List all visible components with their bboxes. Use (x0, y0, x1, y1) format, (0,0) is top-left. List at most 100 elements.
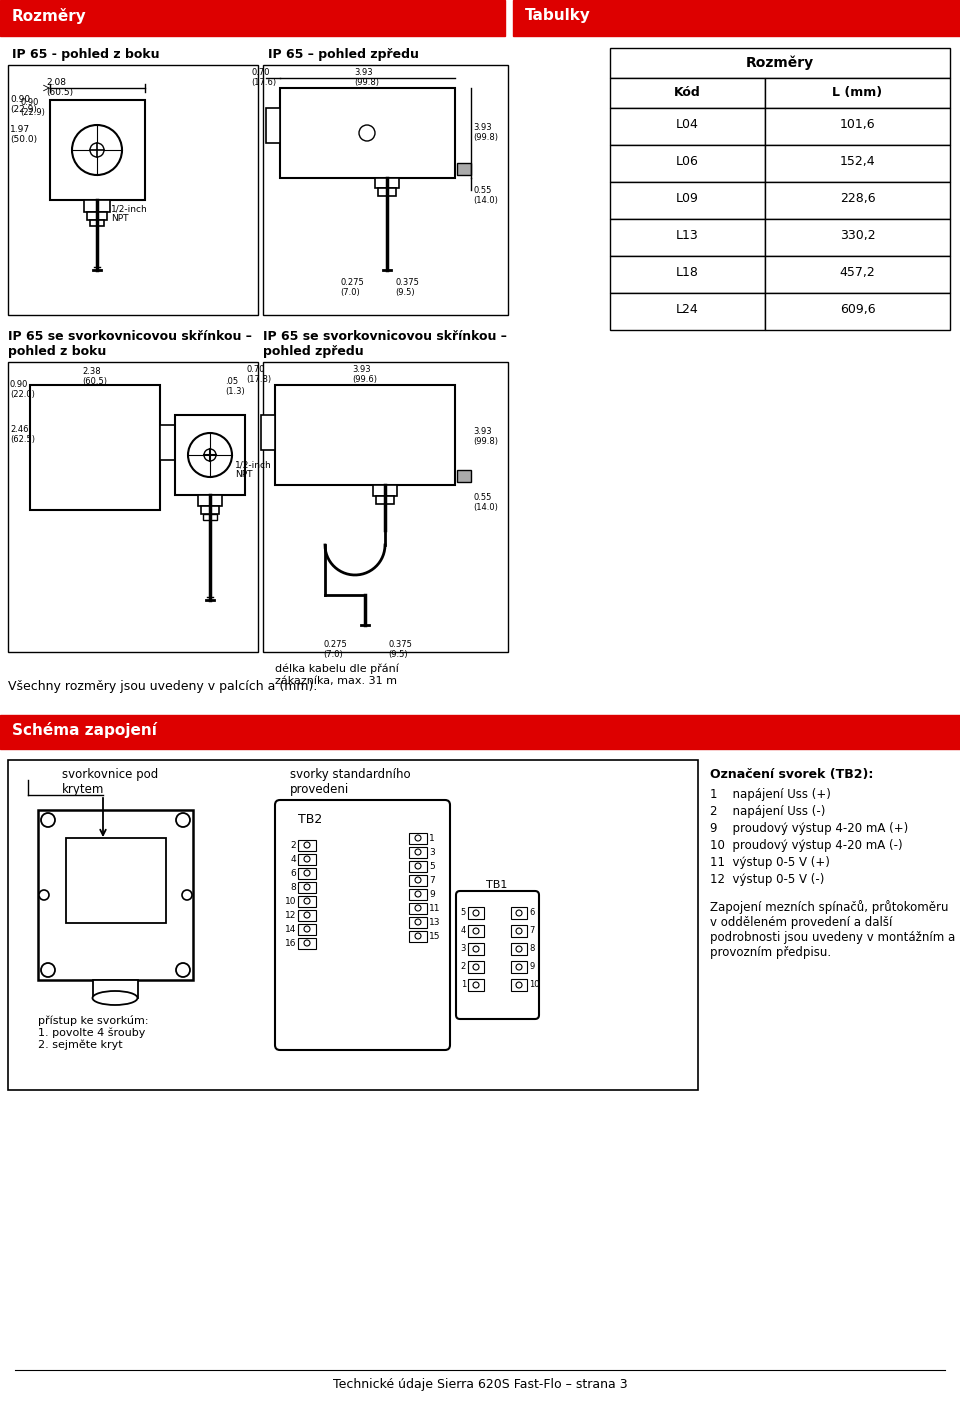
Bar (409, 875, 427, 886)
Bar (280, 88, 455, 179)
Text: 12: 12 (284, 910, 296, 920)
Bar (203, 513, 217, 520)
Text: 5: 5 (429, 862, 435, 871)
Circle shape (304, 842, 310, 848)
Circle shape (415, 891, 421, 898)
Bar (511, 908, 527, 919)
Bar (409, 932, 427, 942)
Bar (468, 943, 484, 954)
Bar (610, 182, 765, 218)
Text: Schéma zapojení: Schéma zapojení (12, 722, 156, 737)
Circle shape (516, 910, 522, 916)
Circle shape (473, 910, 479, 916)
Bar (765, 182, 950, 218)
Text: 7: 7 (429, 876, 435, 885)
Text: TB1: TB1 (487, 881, 508, 891)
Bar (409, 889, 427, 900)
Bar (468, 908, 484, 919)
Text: 457,2: 457,2 (840, 267, 876, 279)
Text: Všechny rozměry jsou uvedeny v palcích a (mm).: Všechny rozměry jsou uvedeny v palcích a… (8, 681, 318, 693)
Bar (0, 715, 960, 749)
Bar (266, 108, 280, 143)
Text: 1: 1 (461, 980, 466, 988)
Bar (409, 832, 427, 844)
Text: 12  výstup 0-5 V (-): 12 výstup 0-5 V (-) (710, 873, 825, 886)
Circle shape (304, 940, 310, 946)
Text: IP 65 se svorkovnicovou skřínkou –: IP 65 se svorkovnicovou skřínkou – (263, 330, 507, 343)
Bar (610, 218, 765, 257)
Bar (765, 294, 950, 330)
Text: 13: 13 (429, 917, 441, 927)
Text: 3.93
(99.6): 3.93 (99.6) (352, 364, 377, 384)
Bar (765, 78, 950, 108)
Circle shape (415, 905, 421, 910)
Ellipse shape (92, 991, 137, 1005)
Bar (457, 469, 471, 482)
Bar (610, 145, 765, 182)
Bar (610, 48, 950, 78)
Bar (298, 854, 316, 865)
Bar (261, 415, 275, 450)
Text: L13: L13 (676, 228, 699, 242)
Text: Označení svorek (TB2):: Označení svorek (TB2): (710, 769, 874, 781)
Bar (409, 917, 427, 927)
Text: 2: 2 (461, 961, 466, 971)
Text: svorkovnice pod
krytem: svorkovnice pod krytem (61, 769, 158, 795)
Bar (375, 179, 399, 189)
Circle shape (359, 125, 375, 140)
Text: Rozměry: Rozměry (746, 55, 814, 69)
Text: 228,6: 228,6 (840, 191, 876, 206)
Bar (610, 108, 765, 145)
Bar (376, 496, 394, 503)
Bar (468, 961, 484, 973)
Bar (263, 65, 508, 315)
Text: L24: L24 (676, 303, 699, 316)
Text: Rozměry: Rozměry (12, 9, 86, 24)
Circle shape (41, 963, 55, 977)
Bar (201, 506, 219, 513)
Bar (298, 925, 316, 934)
Text: IP 65 se svorkovnicovou skřínkou –: IP 65 se svorkovnicovou skřínkou – (8, 330, 252, 343)
Text: 9: 9 (429, 891, 435, 899)
Bar (409, 847, 427, 858)
Text: IP 65 – pohled zpředu: IP 65 – pohled zpředu (268, 48, 419, 61)
Text: 0.275
(7.0): 0.275 (7.0) (324, 640, 347, 659)
Text: Zapojení mezních spínačů, průtokoměru
v odděleném provedení a další
podrobnosti : Zapojení mezních spínačů, průtokoměru v … (710, 900, 955, 959)
Text: 10: 10 (529, 980, 540, 988)
Circle shape (516, 946, 522, 951)
Bar (409, 903, 427, 915)
Text: 330,2: 330,2 (840, 228, 876, 242)
Text: 2.08
(60.5): 2.08 (60.5) (46, 78, 74, 98)
Text: 10: 10 (284, 898, 296, 906)
Bar (30, 386, 160, 510)
FancyBboxPatch shape (456, 891, 539, 1020)
Text: 0.55
(14.0): 0.55 (14.0) (473, 186, 498, 206)
Text: délka kabelu dle přání
zákazníka, max. 31 m: délka kabelu dle přání zákazníka, max. 3… (275, 664, 398, 686)
Text: .05
(1.3): .05 (1.3) (226, 377, 245, 397)
Bar (513, 0, 960, 35)
Text: 609,6: 609,6 (840, 303, 876, 316)
Circle shape (39, 891, 49, 900)
Bar (298, 882, 316, 893)
Text: 0.275
(7.0): 0.275 (7.0) (340, 278, 364, 298)
Text: L06: L06 (676, 155, 699, 167)
Bar (93, 980, 138, 998)
Bar (198, 495, 222, 506)
Text: 11: 11 (429, 905, 441, 913)
Text: 3.93
(99.8): 3.93 (99.8) (354, 68, 379, 88)
Bar (468, 925, 484, 937)
Bar (298, 868, 316, 879)
Text: 10  proudový výstup 4-20 mA (-): 10 proudový výstup 4-20 mA (-) (710, 839, 902, 852)
Bar (8, 760, 698, 1090)
Text: 152,4: 152,4 (840, 155, 876, 167)
Text: 3: 3 (429, 848, 435, 856)
Bar (175, 415, 245, 495)
Circle shape (304, 926, 310, 932)
Text: L04: L04 (676, 118, 699, 130)
FancyBboxPatch shape (275, 800, 450, 1049)
Circle shape (304, 912, 310, 917)
Bar (298, 896, 316, 908)
Bar (765, 108, 950, 145)
Bar (66, 838, 166, 923)
Text: 6: 6 (290, 869, 296, 878)
